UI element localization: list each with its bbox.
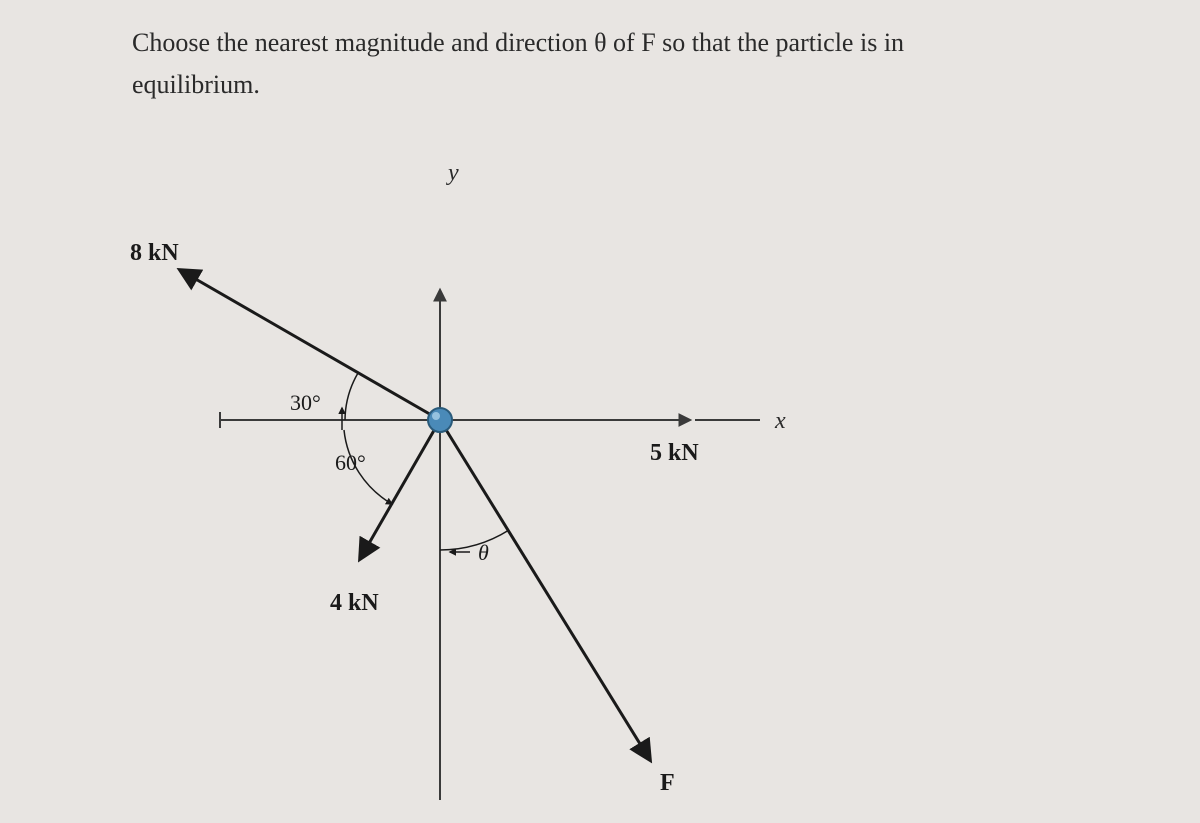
x-axis-label: x <box>774 408 786 434</box>
force-5kn-label: 5 kN <box>650 440 699 466</box>
question-line2: equilibrium. <box>132 70 260 99</box>
force-F-label: F <box>660 770 675 796</box>
angle-30-arc <box>345 373 358 420</box>
force-F <box>440 420 650 760</box>
angle-30-label: 30° <box>290 390 321 415</box>
origin-highlight <box>432 412 440 420</box>
angle-theta-arc <box>440 530 509 550</box>
angle-60-label: 60° <box>335 450 366 475</box>
y-axis-label: y <box>446 160 459 186</box>
force-diagram: x y 8 kN 30° 4 kN 60° 5 kN F θ <box>120 140 920 820</box>
origin-point <box>428 408 452 432</box>
question-line1: Choose the nearest magnitude and directi… <box>132 28 904 57</box>
question-text: Choose the nearest magnitude and directi… <box>132 22 1140 105</box>
force-4kn-label: 4 kN <box>330 590 379 616</box>
angle-theta-label: θ <box>478 540 489 565</box>
force-8kn-label: 8 kN <box>130 240 179 266</box>
